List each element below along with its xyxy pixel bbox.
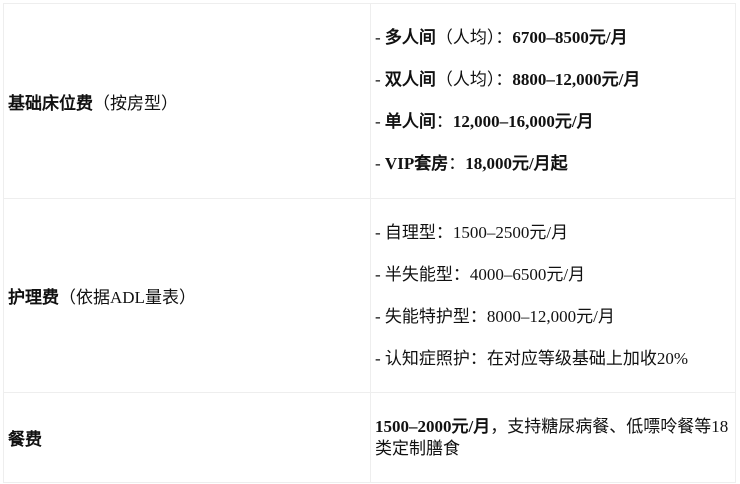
item-note: （人均）： bbox=[435, 28, 513, 47]
row-value: - 自理型：1500–2500元/月 - 半失能型：4000–6500元/月 -… bbox=[370, 198, 736, 393]
list-item: - 自理型：1500–2500元/月 bbox=[375, 222, 569, 242]
row-label: 护理费（依据ADL量表） bbox=[3, 198, 371, 393]
item-name: 双人间 bbox=[384, 70, 436, 89]
label-bold: 护理费 bbox=[8, 288, 59, 307]
item-note: ： bbox=[435, 112, 453, 131]
item-name: VIP套房 bbox=[384, 154, 449, 173]
item-note: ： bbox=[448, 154, 466, 173]
row-label: 餐费 bbox=[3, 392, 371, 483]
item-prefix: - bbox=[375, 154, 385, 173]
item-prefix: - bbox=[375, 28, 385, 47]
item-value: 12,000–16,000元/月 bbox=[452, 112, 594, 131]
row-value: - 多人间（人均）：6700–8500元/月 - 双人间（人均）：8800–12… bbox=[370, 3, 736, 199]
label-note: （依据ADL量表） bbox=[59, 288, 196, 307]
list-item: - 半失能型：4000–6500元/月 bbox=[375, 264, 586, 284]
label-note: （按房型） bbox=[93, 93, 178, 113]
list-item: - 失能特护型：8000–12,000元/月 bbox=[375, 306, 615, 326]
list-item: - VIP套房：18,000元/月起 bbox=[375, 143, 731, 185]
fee-table: 基础床位费（按房型） - 多人间（人均）：6700–8500元/月 - 双人间（… bbox=[3, 3, 736, 483]
item-prefix: - bbox=[375, 112, 385, 131]
item-value: 18,000元/月起 bbox=[465, 154, 568, 173]
item-value: 6700–8500元/月 bbox=[512, 28, 628, 47]
item-note: （人均）： bbox=[435, 70, 513, 89]
list-item: - 认知症照护：在对应等级基础上加收20% bbox=[375, 348, 689, 368]
meal-price: 1500–2000元/月 bbox=[375, 416, 491, 436]
label-bold: 餐费 bbox=[8, 430, 42, 449]
table-row: 餐费 1500–2000元/月，支持糖尿病餐、低嘌呤餐等18类定制膳食 bbox=[3, 392, 736, 483]
list-item: - 双人间（人均）：8800–12,000元/月 bbox=[375, 59, 731, 101]
list-item: - 单人间：12,000–16,000元/月 bbox=[375, 101, 731, 143]
item-value: 8800–12,000元/月 bbox=[512, 70, 641, 89]
item-prefix: - bbox=[375, 70, 385, 89]
row-value: 1500–2000元/月，支持糖尿病餐、低嘌呤餐等18类定制膳食 bbox=[370, 392, 736, 483]
table-row: 护理费（依据ADL量表） - 自理型：1500–2500元/月 - 半失能型：4… bbox=[3, 198, 736, 393]
meal-note: ，支持糖尿病餐、低嘌呤餐等18类定制膳食 bbox=[375, 416, 729, 458]
row-label: 基础床位费（按房型） bbox=[3, 3, 371, 199]
table-row: 基础床位费（按房型） - 多人间（人均）：6700–8500元/月 - 双人间（… bbox=[3, 3, 736, 199]
item-name: 单人间 bbox=[384, 112, 436, 131]
list-item: - 多人间（人均）：6700–8500元/月 bbox=[375, 17, 731, 59]
label-bold: 基础床位费 bbox=[8, 93, 93, 113]
item-name: 多人间 bbox=[384, 28, 436, 47]
meal-description: 1500–2000元/月，支持糖尿病餐、低嘌呤餐等18类定制膳食 bbox=[375, 416, 731, 460]
